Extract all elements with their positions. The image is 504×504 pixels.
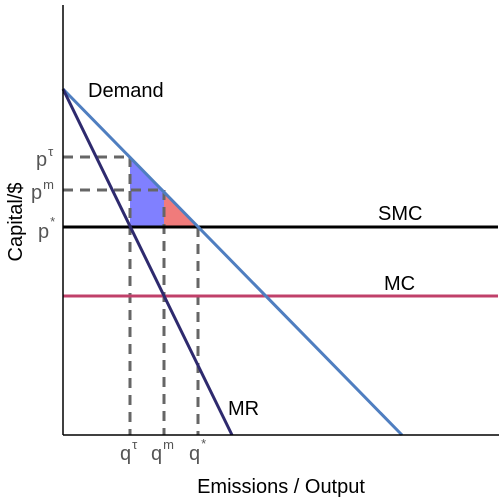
demand-label: Demand bbox=[88, 80, 164, 102]
quantity-tick-sup: m bbox=[163, 437, 174, 452]
quantity-tick-q-star: q* bbox=[189, 436, 206, 465]
blue-shaded-area bbox=[130, 157, 164, 227]
price-tick-base: p bbox=[31, 182, 42, 204]
quantity-tick-base: q bbox=[189, 443, 200, 465]
y-axis-label: Capital/$ bbox=[5, 183, 27, 262]
demand-line bbox=[61, 87, 404, 437]
price-tick-base: p bbox=[36, 149, 47, 171]
mr-line bbox=[61, 88, 234, 436]
smc-label: SMC bbox=[378, 203, 422, 225]
price-tick-p-tau: pτ bbox=[36, 144, 54, 171]
x-axis-label: Emissions / Output bbox=[197, 476, 365, 498]
price-tick-p-m: pm bbox=[31, 177, 54, 204]
price-tick-sup: m bbox=[43, 177, 54, 192]
price-tick-base: p bbox=[38, 221, 49, 243]
quantity-tick-q-m: qm bbox=[151, 437, 174, 465]
mc-label: MC bbox=[384, 273, 415, 295]
price-tick-sup: τ bbox=[48, 144, 54, 159]
price-tick-sup: * bbox=[50, 214, 55, 229]
quantity-tick-sup: * bbox=[201, 436, 206, 451]
quantity-tick-q-tau: qτ bbox=[120, 437, 138, 465]
quantity-tick-base: q bbox=[120, 443, 131, 465]
price-tick-p-star: p* bbox=[38, 214, 55, 243]
quantity-tick-base: q bbox=[151, 443, 162, 465]
quantity-tick-sup: τ bbox=[132, 437, 138, 452]
mr-label: MR bbox=[228, 398, 259, 420]
